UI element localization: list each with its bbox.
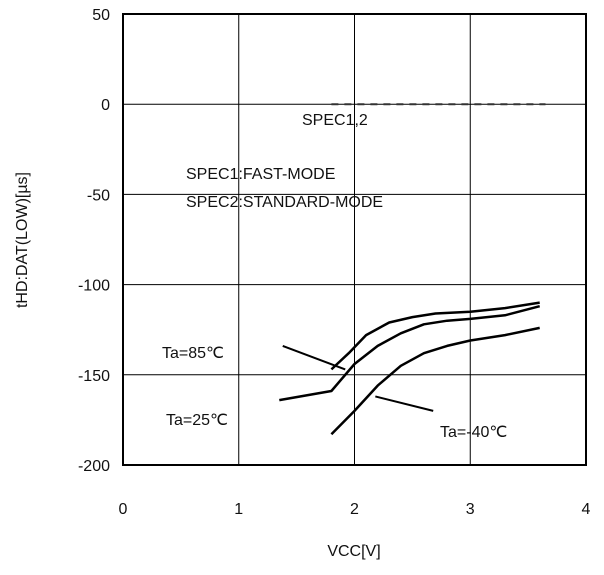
- spec-line-label: SPEC1,2: [302, 112, 368, 129]
- ta25-label: Ta=25℃: [166, 412, 228, 429]
- x-tick-label: 1: [234, 501, 243, 518]
- y-tick-label: -200: [78, 458, 110, 475]
- y-tick-label: 0: [101, 97, 110, 114]
- x-tick-label: 2: [350, 501, 359, 518]
- x-tick-label: 3: [466, 501, 475, 518]
- x-axis-label: VCC[V]: [327, 543, 380, 560]
- y-tick-label: -50: [87, 187, 110, 204]
- y-tick-label: -100: [78, 278, 110, 295]
- x-tick-label: 4: [582, 501, 591, 518]
- spec1-note: SPEC1:FAST-MODE: [186, 166, 335, 183]
- y-axis-label: tHD:DAT(LOW)[µs]: [14, 172, 31, 308]
- spec2-note: SPEC2:STANDARD-MODE: [186, 194, 383, 211]
- y-tick-label: -150: [78, 368, 110, 385]
- x-tick-label: 0: [119, 501, 128, 518]
- ta85-label: Ta=85℃: [162, 345, 224, 362]
- y-tick-label: 50: [92, 7, 110, 24]
- ta-neg40-label: Ta=-40℃: [440, 424, 507, 441]
